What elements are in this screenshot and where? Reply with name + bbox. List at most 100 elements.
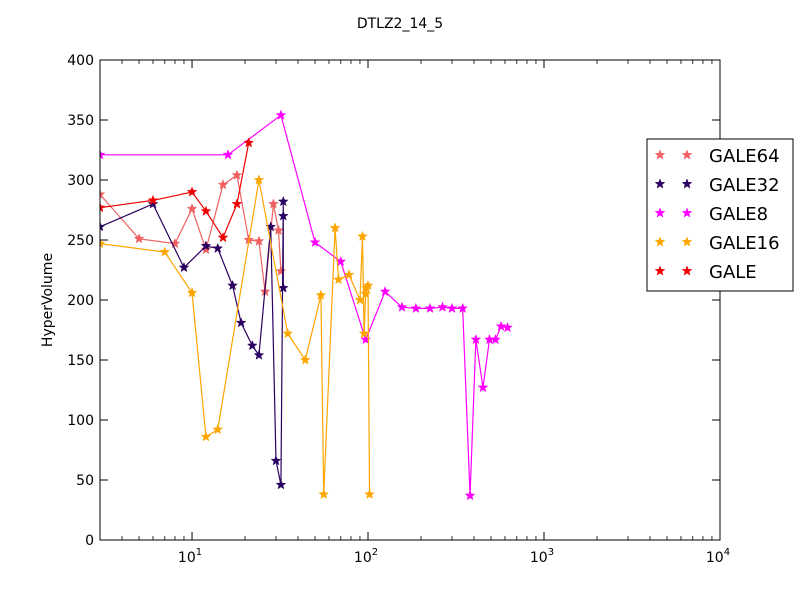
data-point — [243, 137, 255, 148]
data-point — [100, 221, 106, 232]
data-point — [253, 174, 265, 185]
data-point — [100, 149, 106, 160]
legend-marker — [681, 149, 693, 160]
legend-box — [646, 138, 794, 292]
x-tick-label: 103 — [530, 547, 554, 566]
data-point — [502, 321, 513, 333]
data-point — [315, 289, 327, 300]
data-point — [477, 381, 489, 393]
legend-marker — [681, 236, 693, 247]
legend-marker — [654, 207, 666, 218]
data-point — [253, 349, 265, 360]
legend-label: GALE16 — [709, 233, 780, 254]
data-point — [309, 236, 321, 248]
data-point — [200, 240, 212, 251]
legend: GALE64 GALE32 GALE8 GALE16 GALE — [646, 138, 794, 292]
legend-label: GALE64 — [709, 146, 780, 167]
data-point — [464, 489, 476, 501]
data-point — [424, 302, 436, 314]
data-point — [186, 186, 198, 197]
series-gale8 — [100, 109, 513, 501]
y-tick-label: 350 — [67, 113, 94, 129]
legend-marker — [681, 265, 693, 276]
data-point — [277, 195, 289, 207]
series-gale — [100, 137, 255, 243]
y-tick-label: 0 — [85, 533, 94, 549]
series-gale32 — [100, 195, 289, 490]
data-point — [222, 149, 234, 160]
data-point — [270, 455, 282, 466]
x-tick-label: 101 — [178, 547, 202, 566]
data-point — [282, 327, 294, 339]
series-line-gale32 — [100, 201, 284, 485]
data-point — [217, 231, 229, 243]
data-point — [186, 203, 198, 214]
legend-entry: GALE32 — [654, 175, 780, 196]
legend-entry: GALE — [654, 262, 757, 283]
data-point — [273, 224, 284, 236]
legend-marker — [654, 178, 666, 189]
data-point — [200, 431, 212, 442]
data-point — [396, 301, 408, 312]
data-point — [246, 339, 258, 351]
data-point — [159, 246, 171, 257]
data-point — [212, 242, 224, 254]
data-point — [333, 273, 344, 285]
data-point — [358, 327, 370, 339]
data-point — [379, 285, 391, 297]
y-tick-label: 50 — [76, 473, 94, 489]
data-point — [457, 302, 469, 314]
data-point — [178, 261, 190, 273]
series-line-gale8 — [100, 114, 508, 496]
data-point — [200, 205, 212, 216]
data-point — [100, 237, 106, 249]
data-point — [100, 201, 106, 213]
legend-marker — [681, 178, 693, 189]
data-point — [277, 282, 289, 293]
data-point — [360, 333, 372, 345]
chart-title: DTLZ2_14_5 — [357, 16, 443, 32]
series-layer — [100, 109, 513, 501]
data-point — [267, 198, 279, 209]
data-point — [362, 279, 374, 291]
legend-marker — [654, 265, 666, 276]
data-point — [437, 301, 448, 312]
data-point — [231, 198, 243, 209]
y-tick-label: 300 — [67, 173, 94, 189]
data-point — [490, 333, 501, 345]
legend-entry: GALE8 — [654, 204, 768, 225]
data-point — [253, 235, 265, 246]
y-axis-label: HyperVolume — [40, 253, 56, 347]
data-point — [357, 230, 368, 242]
data-point — [364, 488, 375, 500]
y-tick-label: 250 — [67, 233, 94, 249]
data-point — [275, 109, 287, 120]
data-point — [186, 287, 198, 298]
data-point — [470, 333, 482, 345]
data-point — [100, 188, 106, 200]
y-tick-label: 150 — [67, 353, 94, 369]
series-line-gale16 — [100, 179, 371, 495]
data-point — [231, 169, 243, 180]
y-axis-ticks: 0 50 100 150 200 250 300 350 400 — [67, 53, 720, 549]
legend-marker — [654, 236, 666, 247]
data-point — [277, 210, 289, 221]
data-point — [318, 488, 330, 500]
data-point — [200, 243, 212, 255]
x-tick-label: 102 — [354, 547, 378, 566]
y-tick-label: 100 — [67, 413, 94, 429]
legend-label: GALE32 — [709, 175, 780, 196]
legend-marker — [654, 149, 666, 160]
data-point — [329, 222, 341, 233]
legend-entry: GALE16 — [654, 233, 780, 254]
data-point — [133, 233, 145, 244]
data-point — [275, 479, 287, 490]
data-point — [212, 423, 224, 435]
x-axis-ticks: 101 102 103 104 — [99, 60, 730, 566]
x-tick-label: 104 — [706, 547, 730, 566]
legend-marker — [681, 207, 693, 218]
data-point — [147, 194, 159, 206]
data-point — [235, 317, 247, 328]
data-point — [299, 354, 311, 365]
